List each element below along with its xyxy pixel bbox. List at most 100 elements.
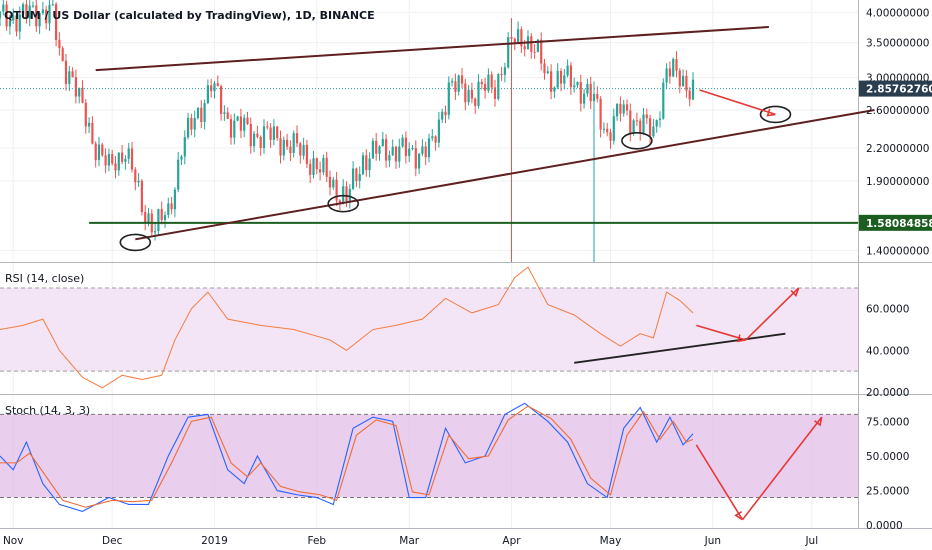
candle-body — [470, 89, 473, 99]
stoch-axis-label: 25.0000 — [866, 486, 909, 498]
candle-body — [71, 71, 74, 78]
candle-body — [160, 209, 163, 220]
candle-body — [678, 70, 681, 87]
candle-body — [394, 146, 398, 162]
candle-body — [645, 114, 648, 119]
candle-body — [249, 123, 252, 147]
candle-body — [107, 154, 110, 166]
candle-body — [358, 174, 361, 182]
candle-body — [352, 168, 355, 189]
candle-body — [147, 213, 150, 223]
circle-annotation — [327, 194, 360, 213]
candle-body — [335, 179, 338, 201]
candle-body — [348, 188, 351, 201]
candle-body — [507, 37, 510, 68]
stoch-axis-label: 0.0000 — [866, 520, 903, 532]
candle-body — [385, 139, 388, 161]
candle-body — [216, 83, 219, 87]
candle-body — [2, 4, 5, 12]
candle-body — [312, 158, 315, 175]
candle-body — [500, 74, 503, 76]
candle-body — [322, 157, 325, 173]
candle-body — [569, 65, 572, 88]
candle-body — [88, 122, 91, 127]
stoch-k-line — [0, 402, 694, 512]
candle-body — [361, 155, 365, 175]
candle-body — [655, 119, 658, 127]
candle-body — [269, 127, 272, 140]
candle-body — [48, 4, 51, 24]
candle-body — [279, 138, 282, 156]
candle-body — [523, 46, 526, 50]
time-axis-label: May — [600, 535, 622, 547]
candle-body — [302, 144, 305, 156]
candle-body — [599, 98, 602, 130]
stoch-arrow-down-head — [734, 511, 743, 521]
candle-body — [672, 59, 675, 77]
price-arrow-head — [766, 108, 776, 117]
candle-body — [157, 209, 160, 232]
stoch-arrow-up-head — [814, 417, 823, 427]
candle-body — [675, 59, 678, 71]
chart-title: QTUM / US Dollar (calculated by TradingV… — [4, 9, 375, 22]
candle-body — [602, 128, 605, 130]
candle-body — [111, 154, 114, 164]
upper-trendline — [95, 25, 769, 72]
candle-body — [38, 13, 41, 27]
candle-body — [28, 5, 31, 19]
candle-body — [154, 231, 157, 233]
price-axis-label: 3.50000000 — [866, 38, 929, 50]
candle-body — [474, 98, 477, 106]
candle-body — [243, 117, 246, 131]
candle-body — [31, 5, 35, 7]
candle-body — [286, 139, 289, 147]
candle-body — [408, 148, 411, 156]
candle-body — [619, 103, 622, 114]
candle-body — [299, 143, 302, 156]
candle-body — [378, 146, 381, 154]
candle-body — [203, 103, 206, 122]
candle-body — [22, 4, 25, 15]
candle-body — [536, 39, 539, 52]
candle-body — [193, 118, 196, 130]
candle-body — [68, 71, 71, 84]
stoch-arrow-down — [695, 444, 744, 521]
candle-body — [688, 90, 691, 100]
candle-body — [97, 144, 101, 161]
stoch-axis-label: 75.0000 — [866, 416, 909, 428]
candle-body — [12, 15, 15, 21]
candle-body — [460, 75, 464, 84]
candle-body — [414, 148, 417, 169]
candle-body — [315, 158, 318, 170]
candle-body — [550, 71, 553, 92]
candle-body — [434, 136, 437, 143]
support-price-tag — [859, 214, 932, 231]
candle-body — [493, 87, 497, 99]
candle-body — [45, 9, 48, 24]
time-axis-label: Mar — [399, 535, 419, 547]
rsi-axis-label: 20.0000 — [866, 387, 909, 399]
time-axis-label: Jun — [704, 535, 721, 547]
price-axis-label: 1.90000000 — [866, 176, 929, 188]
candle-body — [183, 137, 186, 157]
stoch-band — [0, 414, 858, 498]
candle-body — [447, 82, 450, 116]
candle-body — [427, 138, 431, 158]
candle-body — [309, 163, 312, 175]
candle-body — [78, 87, 81, 97]
candle-body — [58, 39, 61, 49]
candle-body — [421, 146, 424, 154]
candle-body — [497, 74, 500, 99]
candle-body — [579, 82, 582, 104]
candle-body — [137, 180, 140, 183]
candle-body — [477, 81, 480, 106]
candle-body — [104, 155, 107, 166]
price-axis-label: 1.40000000 — [866, 245, 929, 257]
time-axis-label: Dec — [102, 535, 123, 547]
candle-body — [0, 11, 2, 19]
candle-body — [556, 70, 559, 88]
candle-body — [411, 148, 414, 150]
candle-body — [530, 36, 533, 52]
candle-body — [25, 4, 28, 19]
candle-body — [127, 148, 130, 159]
